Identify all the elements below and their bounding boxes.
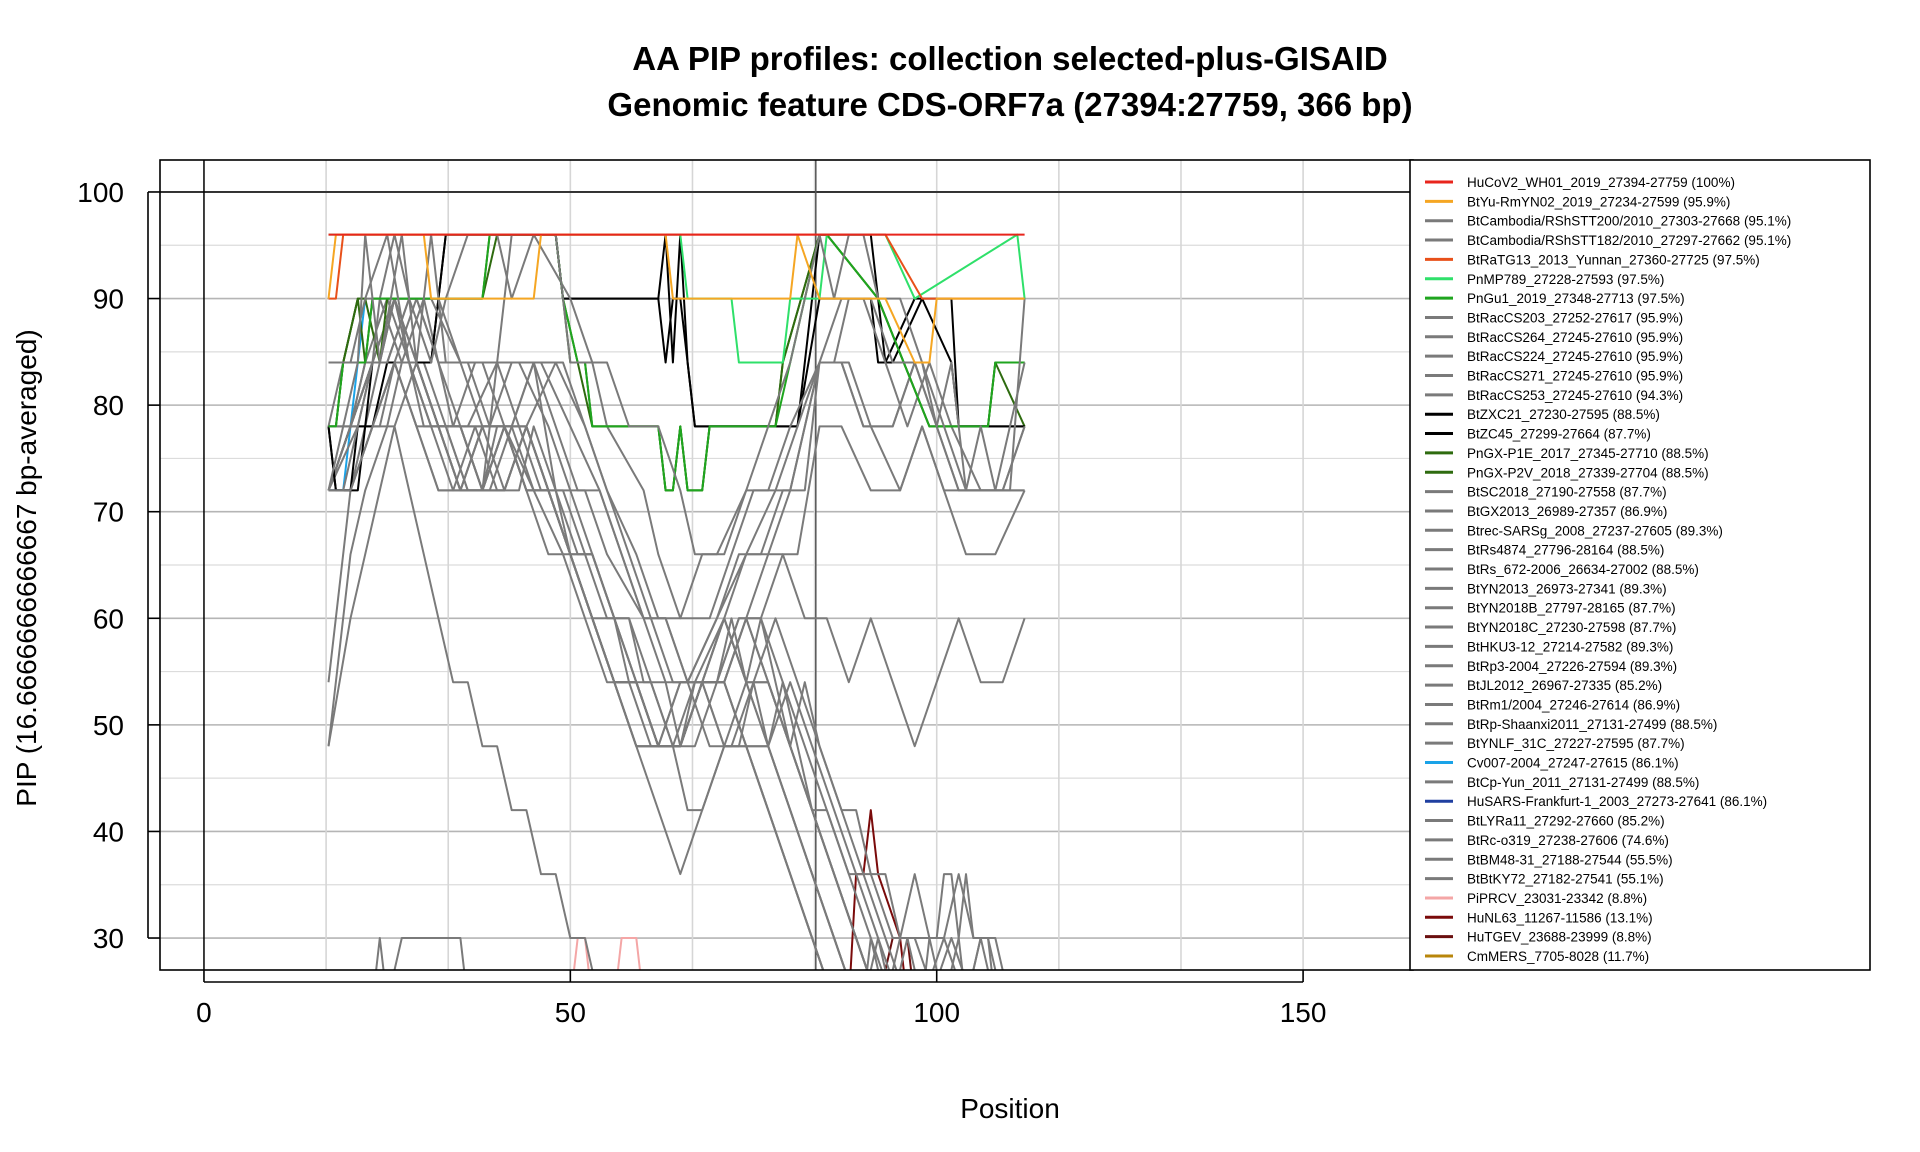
series-line xyxy=(328,233,1026,684)
reference-lines xyxy=(160,160,1413,970)
legend-entry: BtRacCS264_27245-27610 (95.9%) xyxy=(1467,330,1683,345)
chart-title: AA PIP profiles: collection selected-plu… xyxy=(632,40,1388,77)
legend-entry: BtBtKY72_27182-27541 (55.1%) xyxy=(1467,872,1664,887)
legend-entry: BtYN2013_26973-27341 (89.3%) xyxy=(1467,581,1667,596)
y-tick-label: 30 xyxy=(93,923,124,954)
legend-entry: BtRc-o319_27238-27606 (74.6%) xyxy=(1467,833,1669,848)
series-line xyxy=(327,361,1026,748)
legend-entry: CmMERS_7705-8028 (11.7%) xyxy=(1467,949,1649,964)
legend-entry: PnGX-P1E_2017_27345-27710 (88.5%) xyxy=(1467,446,1709,461)
legend-entry: BtLYRa11_27292-27660 (85.2%) xyxy=(1467,814,1665,829)
legend-entry: Btrec-SARSg_2008_27237-27605 (89.3%) xyxy=(1467,523,1723,538)
legend-entry: PnGu1_2019_27348-27713 (97.5%) xyxy=(1467,291,1685,306)
legend-entry: PnGX-P2V_2018_27339-27704 (88.5%) xyxy=(1467,465,1709,480)
legend-entry: BtRacCS271_27245-27610 (95.9%) xyxy=(1467,369,1683,384)
legend-entry: BtRacCS203_27252-27617 (95.9%) xyxy=(1467,310,1683,325)
y-tick-label: 100 xyxy=(77,177,124,208)
y-tick-label: 50 xyxy=(93,710,124,741)
series-line xyxy=(375,873,993,970)
series-line xyxy=(327,361,957,970)
x-axis-label: Position xyxy=(960,1093,1060,1124)
legend-entry: PiPRCV_23031-23342 (8.8%) xyxy=(1467,891,1647,906)
legend-entry: BtYu-RmYN02_2019_27234-27599 (95.9%) xyxy=(1467,194,1730,209)
series-line xyxy=(328,361,1026,748)
legend-entry: BtSC2018_27190-27558 (87.7%) xyxy=(1467,485,1667,500)
x-tick-label: 150 xyxy=(1280,997,1327,1028)
x-tick-label: 50 xyxy=(555,997,586,1028)
legend-entry: BtCambodia/RShSTT200/2010_27303-27668 (9… xyxy=(1467,214,1791,229)
y-tick-label: 40 xyxy=(93,816,124,847)
legend-entry: HuTGEV_23688-23999 (8.8%) xyxy=(1467,930,1652,945)
legend-entry: BtGX2013_26989-27357 (86.9%) xyxy=(1467,504,1667,519)
legend-entry: BtJL2012_26967-27335 (85.2%) xyxy=(1467,678,1662,693)
y-tick-label: 70 xyxy=(93,497,124,528)
series-line xyxy=(327,297,1004,970)
legend-entry: BtRp-Shaanxi2011_27131-27499 (88.5%) xyxy=(1467,717,1717,732)
axes: 0 50 100 150 30 40 50 60 70 80 90 100 xyxy=(77,159,1414,1028)
legend-entry: BtCambodia/RShSTT182/2010_27297-27662 (9… xyxy=(1467,233,1791,248)
legend-entry: BtRacCS224_27245-27610 (95.9%) xyxy=(1467,349,1683,364)
legend-entry: BtRp3-2004_27226-27594 (89.3%) xyxy=(1467,659,1677,674)
legend-entry: BtCp-Yun_2011_27131-27499 (88.5%) xyxy=(1467,775,1699,790)
y-tick-label: 80 xyxy=(93,390,124,421)
y-axis-label: PIP (16.6666666666667 bp-averaged) xyxy=(11,329,42,806)
series-line xyxy=(884,937,913,970)
legend-entry: BtZC45_27299-27664 (87.7%) xyxy=(1467,427,1651,442)
legend-entry: BtYNLF_31C_27227-27595 (87.7%) xyxy=(1467,736,1685,751)
series-line xyxy=(328,233,1025,492)
legend-entry: BtZXC21_27230-27595 (88.5%) xyxy=(1467,407,1660,422)
y-tick-label: 90 xyxy=(93,284,124,315)
legend-entry: HuSARS-Frankfurt-1_2003_27273-27641 (86.… xyxy=(1467,794,1767,809)
legend-entry: HuNL63_11267-11586 (13.1%) xyxy=(1467,910,1653,925)
legend: HuCoV2_WH01_2019_27394-27759 (100%) BtYu-… xyxy=(1409,159,1871,971)
series-line xyxy=(328,233,1026,620)
legend-entry: Cv007-2004_27247-27615 (86.1%) xyxy=(1467,756,1679,771)
legend-entry: BtHKU3-12_27214-27582 (89.3%) xyxy=(1467,639,1673,654)
series-line xyxy=(328,233,1026,556)
legend-entry: BtRm1/2004_27246-27614 (86.9%) xyxy=(1467,697,1680,712)
series-lines xyxy=(327,233,1026,970)
series-line xyxy=(849,809,905,970)
series-line xyxy=(327,425,594,970)
legend-entry: BtBM48-31_27188-27544 (55.5%) xyxy=(1467,852,1673,867)
legend-entry: BtYN2018B_27797-28165 (87.7%) xyxy=(1467,601,1676,616)
legend-entry: BtRs4874_27796-28164 (88.5%) xyxy=(1467,543,1664,558)
x-tick-label: 0 xyxy=(196,997,212,1028)
legend-entry: HuCoV2_WH01_2019_27394-27759 (100%) xyxy=(1467,175,1735,190)
legend-entry: BtRacCS253_27245-27610 (94.3%) xyxy=(1467,388,1683,403)
y-tick-label: 60 xyxy=(93,603,124,634)
legend-entry: BtRaTG13_2013_Yunnan_27360-27725 (97.5%) xyxy=(1467,252,1760,267)
chart-subtitle: Genomic feature CDS-ORF7a (27394:27759, … xyxy=(607,86,1412,123)
series-line xyxy=(327,233,1025,492)
legend-entry: PnMP789_27228-27593 (97.5%) xyxy=(1467,272,1664,287)
legend-entry: BtYN2018C_27230-27598 (87.7%) xyxy=(1467,620,1676,635)
legend-box xyxy=(1409,159,1871,971)
legend-entry: BtRs_672-2006_26634-27002 (88.5%) xyxy=(1467,562,1699,577)
x-tick-label: 100 xyxy=(913,997,960,1028)
